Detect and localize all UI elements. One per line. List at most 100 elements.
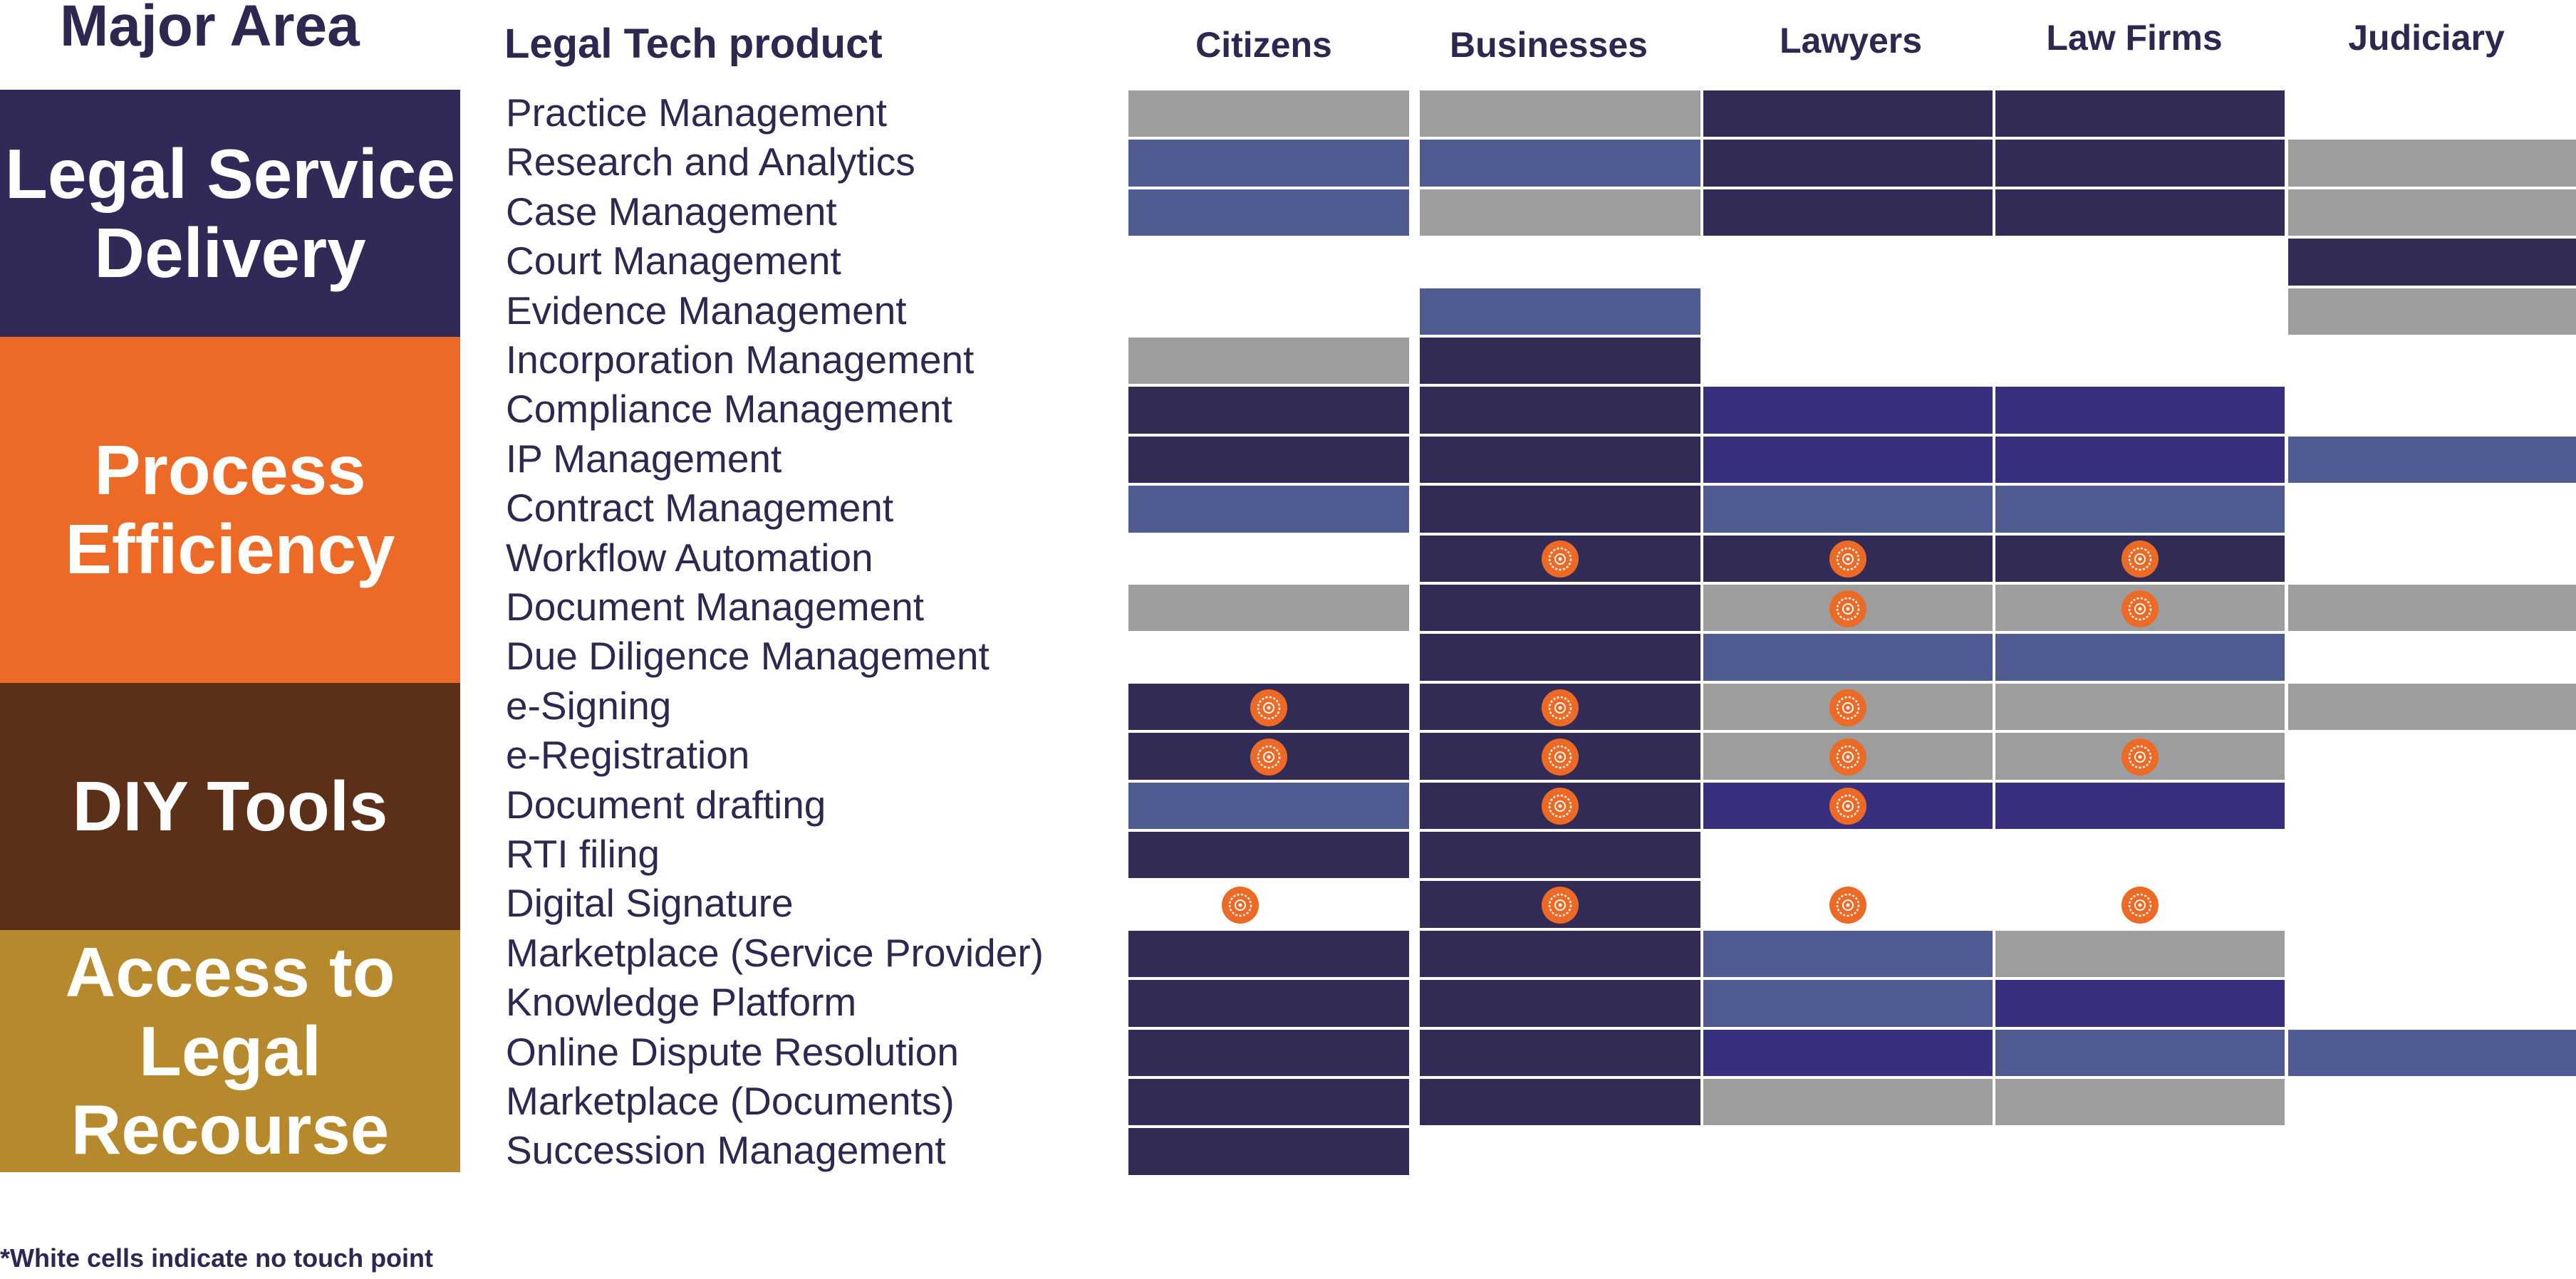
matrix-cell bbox=[1995, 90, 2285, 137]
matrix-cell bbox=[2288, 585, 2576, 632]
touchpoint-marker-icon bbox=[1250, 738, 1288, 776]
major-area-block-2: Process Efficiency bbox=[0, 337, 460, 683]
row-label: Compliance Management bbox=[506, 387, 952, 432]
matrix-cell bbox=[1128, 585, 1409, 632]
matrix-cell bbox=[1128, 338, 1409, 385]
matrix-cell bbox=[1420, 387, 1700, 434]
touchpoint-marker-icon bbox=[2121, 886, 2159, 924]
major-area-block-1: Legal Service Delivery bbox=[0, 90, 460, 337]
matrix-cell bbox=[1128, 90, 1409, 137]
column-header-judiciary: Judiciary bbox=[2348, 18, 2505, 58]
matrix-cell bbox=[1995, 1079, 2285, 1126]
matrix-cell bbox=[2288, 436, 2576, 484]
major-area-block-3: DIY Tools bbox=[0, 683, 460, 930]
touchpoint-marker-icon bbox=[1541, 689, 1579, 727]
matrix-cell bbox=[2288, 1029, 2576, 1076]
touchpoint-marker-icon bbox=[1829, 590, 1867, 628]
matrix-cell bbox=[1995, 782, 2285, 829]
row-label: e-Registration bbox=[506, 733, 750, 778]
matrix-cell bbox=[1128, 189, 1409, 236]
row-label: Practice Management bbox=[506, 90, 887, 135]
matrix-cell bbox=[1420, 980, 1700, 1027]
column-header-businesses: Businesses bbox=[1450, 25, 1648, 65]
matrix-cell bbox=[1128, 1029, 1409, 1076]
matrix-cell bbox=[1420, 436, 1700, 484]
matrix-cell bbox=[1703, 436, 1993, 484]
touchpoint-marker-icon bbox=[2121, 590, 2159, 628]
matrix-cell bbox=[1420, 338, 1700, 385]
matrix-cell bbox=[1995, 387, 2285, 434]
matrix-cell bbox=[1128, 832, 1409, 879]
row-label: Contract Management bbox=[506, 486, 894, 531]
matrix-cell bbox=[1703, 486, 1993, 533]
matrix-cell bbox=[1420, 585, 1700, 632]
footnote: *White cells indicate no touch point bbox=[0, 1243, 434, 1273]
matrix-cell bbox=[1995, 683, 2285, 731]
touchpoint-marker-icon bbox=[1250, 689, 1288, 727]
matrix-cell bbox=[1995, 436, 2285, 484]
touchpoint-marker-icon bbox=[1221, 886, 1260, 924]
row-label: RTI filing bbox=[506, 832, 660, 876]
row-label: Online Dispute Resolution bbox=[506, 1029, 959, 1074]
matrix-cell bbox=[1703, 1079, 1993, 1126]
row-label: Marketplace (Service Provider) bbox=[506, 930, 1044, 975]
touchpoint-marker-icon bbox=[1541, 886, 1579, 924]
matrix-cell bbox=[1420, 1029, 1700, 1076]
matrix-cell bbox=[1995, 930, 2285, 978]
major-area-label: Legal Service Delivery bbox=[5, 134, 455, 292]
matrix-cell bbox=[2288, 239, 2576, 286]
matrix-cell bbox=[2288, 189, 2576, 236]
row-label: Evidence Management bbox=[506, 288, 907, 333]
major-area-label: DIY Tools bbox=[72, 767, 388, 846]
matrix-cell bbox=[1995, 980, 2285, 1027]
matrix-cell bbox=[2288, 683, 2576, 731]
row-label: Case Management bbox=[506, 189, 837, 234]
matrix-cell bbox=[1128, 387, 1409, 434]
row-label: e-Signing bbox=[506, 683, 672, 728]
row-label: Digital Signature bbox=[506, 881, 794, 926]
matrix-cell bbox=[1420, 288, 1700, 335]
matrix-cell bbox=[1995, 634, 2285, 681]
matrix-cell bbox=[1128, 980, 1409, 1027]
matrix-cell bbox=[1420, 930, 1700, 978]
row-label: Workflow Automation bbox=[506, 535, 873, 580]
product-header: Legal Tech product bbox=[504, 21, 883, 67]
matrix-cell bbox=[1703, 1029, 1993, 1076]
major-area-header: Major Area bbox=[60, 0, 360, 58]
row-label: IP Management bbox=[506, 436, 782, 481]
touchpoint-marker-icon bbox=[2121, 738, 2159, 776]
row-label: Succession Management bbox=[506, 1128, 946, 1173]
matrix-cell bbox=[1703, 387, 1993, 434]
touchpoint-marker-icon bbox=[1541, 738, 1579, 776]
column-header-lawyers: Lawyers bbox=[1779, 21, 1923, 61]
touchpoint-marker-icon bbox=[2121, 540, 2159, 578]
column-header-law-firms: Law Firms bbox=[2046, 18, 2223, 58]
matrix-cell bbox=[1128, 140, 1409, 187]
row-label: Research and Analytics bbox=[506, 140, 915, 184]
matrix-cell bbox=[1703, 189, 1993, 236]
matrix-cell bbox=[1420, 1079, 1700, 1126]
matrix-cell bbox=[1128, 1128, 1409, 1175]
touchpoint-marker-icon bbox=[1829, 886, 1867, 924]
touchpoint-marker-icon bbox=[1829, 738, 1867, 776]
row-label: Document Management bbox=[506, 585, 924, 629]
touchpoint-marker-icon bbox=[1829, 540, 1867, 578]
matrix-cell bbox=[1128, 486, 1409, 533]
column-header-citizens: Citizens bbox=[1195, 25, 1332, 65]
row-label: Incorporation Management bbox=[506, 338, 975, 382]
matrix-cell bbox=[1703, 930, 1993, 978]
touchpoint-marker-icon bbox=[1829, 787, 1867, 825]
matrix-cell bbox=[2288, 288, 2576, 335]
major-area-block-4: Access to Legal Recourse bbox=[0, 930, 460, 1172]
matrix-cell bbox=[1128, 930, 1409, 978]
matrix-cell bbox=[1995, 189, 2285, 236]
matrix-cell bbox=[1703, 980, 1993, 1027]
matrix-cell bbox=[1995, 486, 2285, 533]
touchpoint-marker-icon bbox=[1541, 787, 1579, 825]
matrix-cell bbox=[1420, 90, 1700, 137]
row-label: Document drafting bbox=[506, 782, 826, 827]
row-label: Marketplace (Documents) bbox=[506, 1079, 955, 1123]
touchpoint-marker-icon bbox=[1829, 689, 1867, 727]
matrix-cell bbox=[1128, 436, 1409, 484]
row-label: Knowledge Platform bbox=[506, 980, 857, 1025]
